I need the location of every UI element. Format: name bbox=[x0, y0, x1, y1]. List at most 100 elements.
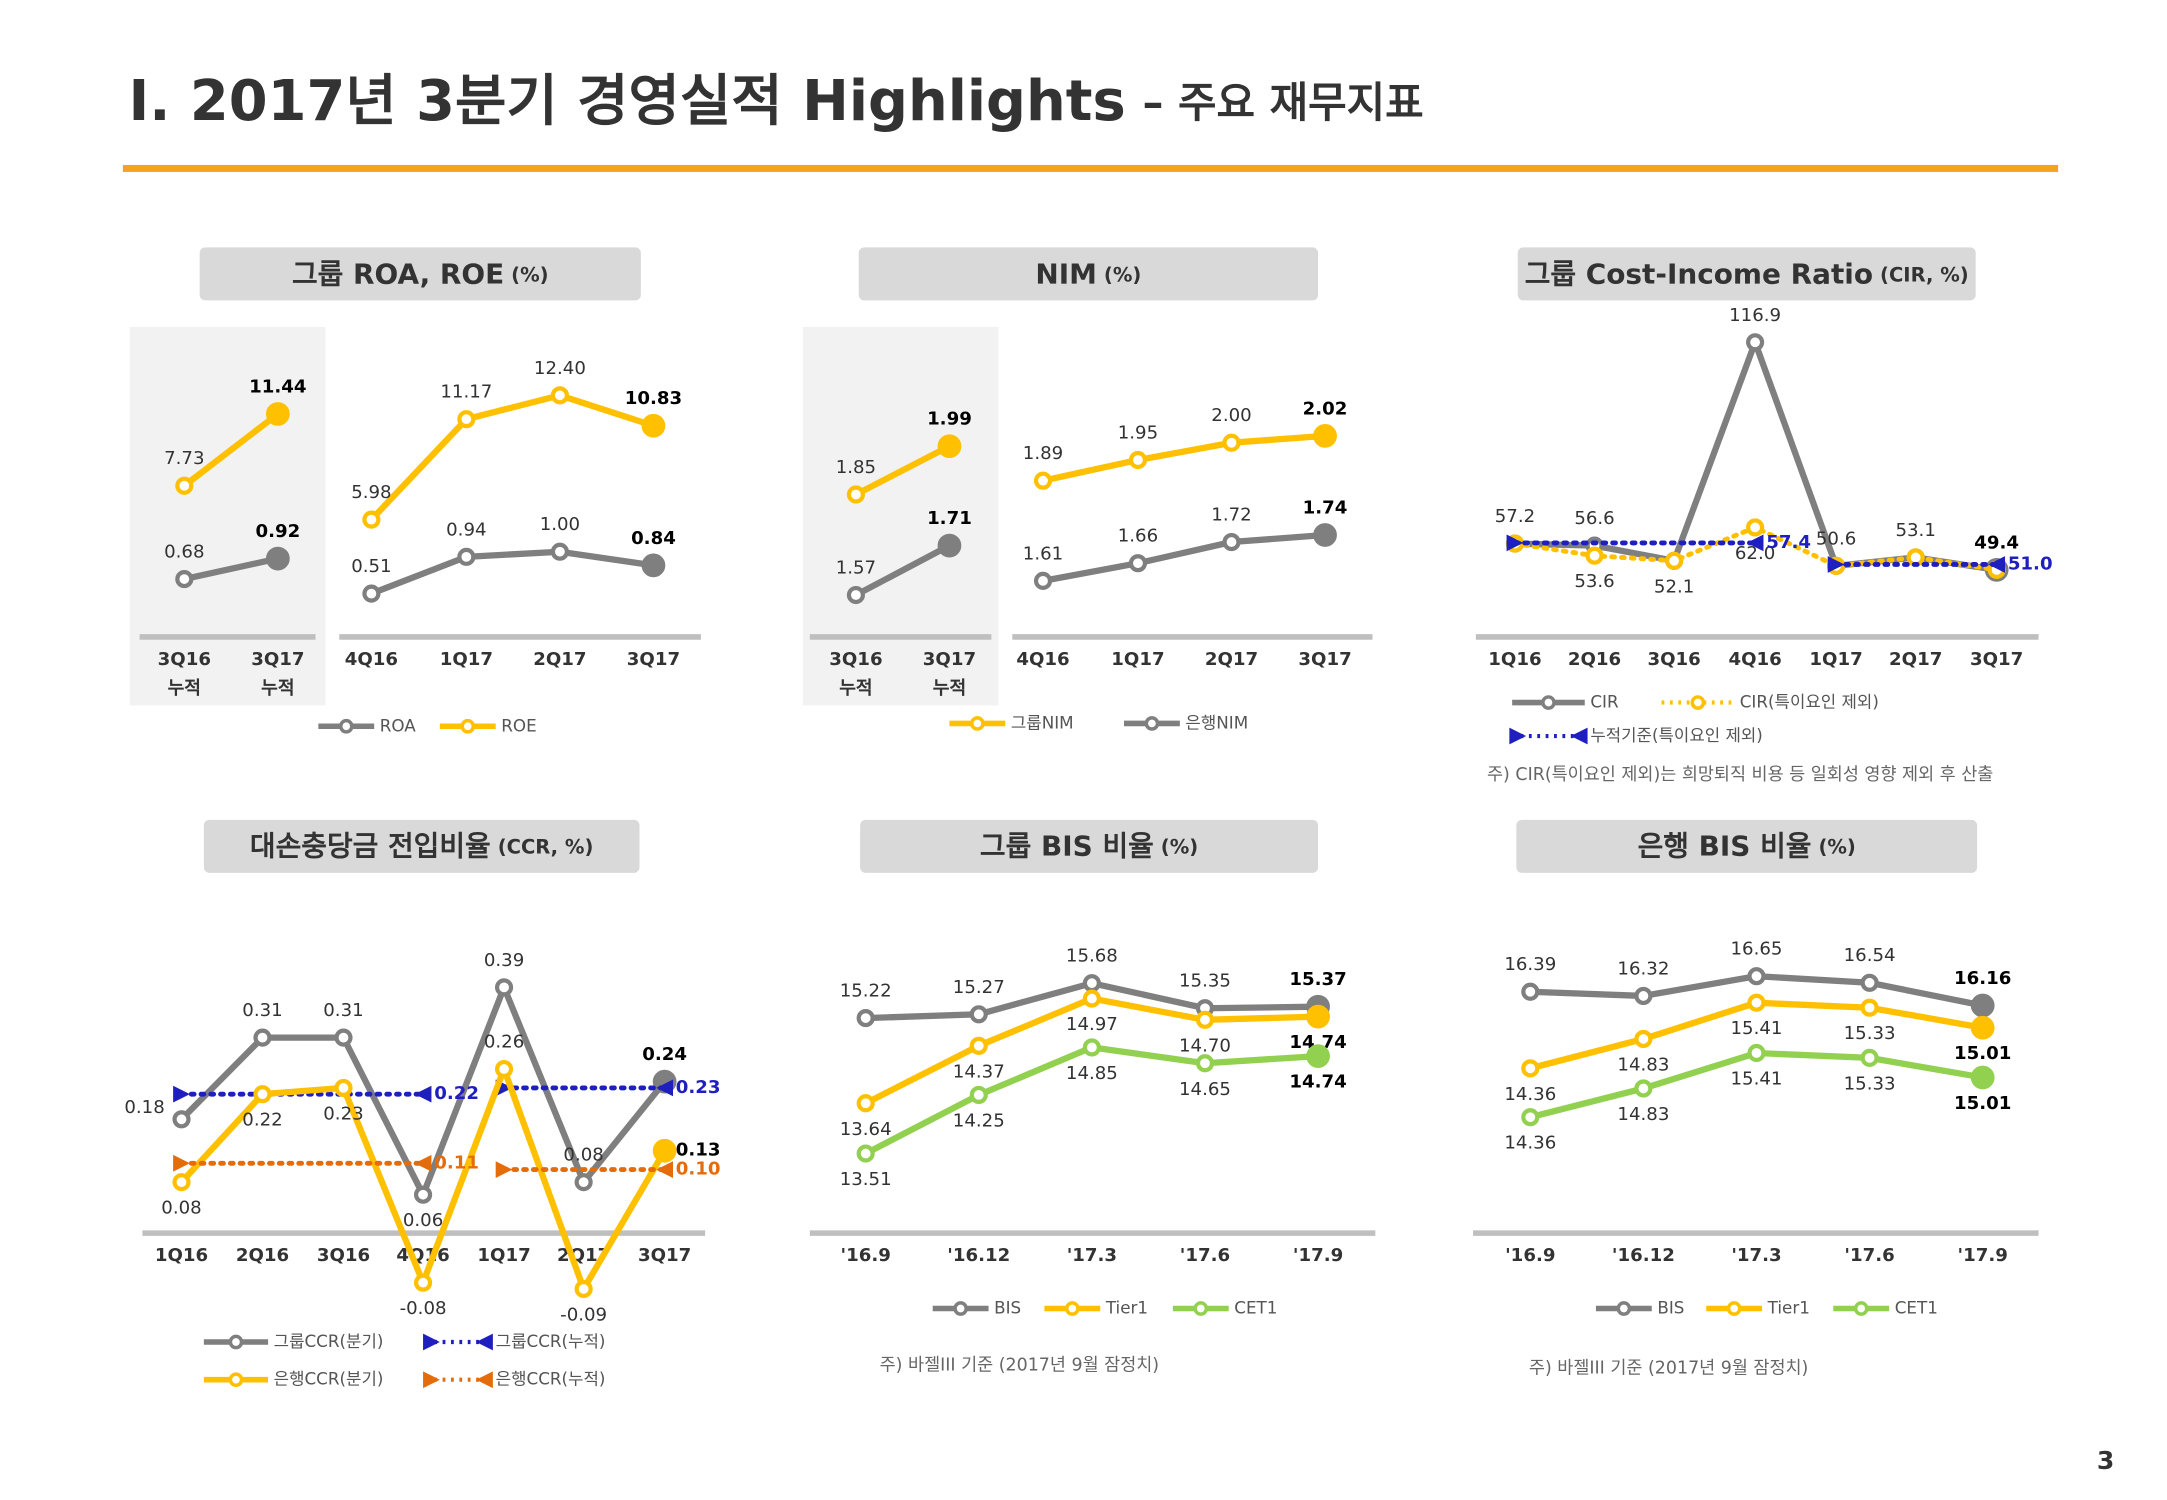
legend-label: Tier1 bbox=[1767, 1298, 1810, 1318]
data-point bbox=[1665, 551, 1684, 570]
series-line bbox=[181, 555, 281, 583]
data-label: 14.97 bbox=[1066, 1014, 1118, 1035]
x-tick-label-box: '16.12 bbox=[1611, 1245, 1675, 1267]
x-tick-label: '16.9 bbox=[1505, 1245, 1556, 1267]
data-point bbox=[1860, 1048, 1879, 1067]
data-label: 14.74 bbox=[1289, 1072, 1346, 1093]
data-point bbox=[856, 1144, 875, 1163]
x-tick-label-box: '17.3 bbox=[1067, 1246, 1117, 1267]
x-tick-label-box: 3Q17 누적 bbox=[251, 649, 305, 700]
x-tick-label-box: '17.6 bbox=[1180, 1246, 1230, 1267]
data-point bbox=[253, 1085, 272, 1104]
chart-title-box bbox=[199, 247, 641, 301]
data-label: 14.70 bbox=[1179, 1035, 1231, 1056]
data-label: 15.41 bbox=[1731, 1069, 1783, 1090]
data-label: 49.4 bbox=[1974, 532, 2019, 553]
data-label: 0.94 bbox=[446, 519, 486, 540]
x-tick-label-box: 2Q17 bbox=[533, 649, 586, 670]
x-tick-label: 4Q16 bbox=[344, 649, 399, 671]
data-point bbox=[574, 1173, 593, 1192]
data-label: 1.74 bbox=[1303, 497, 1348, 518]
data-point bbox=[1306, 1044, 1330, 1068]
data-label: 15.22 bbox=[840, 981, 892, 1002]
legend-label: 은행CCR(분기) bbox=[274, 1369, 384, 1389]
legend-label: CET1 bbox=[1895, 1298, 1938, 1318]
data-point bbox=[1128, 554, 1148, 573]
chart-title-box bbox=[203, 819, 640, 873]
data-label: 15.01 bbox=[1954, 1093, 2011, 1114]
data-point bbox=[1970, 993, 1995, 1018]
data-point bbox=[969, 1005, 988, 1024]
x-tick-label-box: '16.12 bbox=[947, 1246, 1010, 1267]
legend-label: CIR bbox=[1590, 692, 1619, 712]
data-point bbox=[413, 1185, 433, 1204]
x-tick-label-box: '17.9 bbox=[1293, 1246, 1343, 1267]
data-point bbox=[334, 1028, 353, 1047]
data-point bbox=[641, 413, 666, 438]
legend-marker bbox=[228, 1372, 244, 1388]
cumulative-panel bbox=[129, 326, 326, 706]
data-point bbox=[1860, 973, 1879, 992]
footnote: 주) CIR(특이요인 제외)는 희망퇴직 비용 등 일회성 영향 제외 후 산… bbox=[1487, 765, 1993, 785]
data-label: 14.74 bbox=[1289, 1032, 1346, 1053]
data-label: 116.9 bbox=[1729, 305, 1781, 326]
data-point bbox=[1082, 974, 1101, 993]
data-point bbox=[362, 584, 381, 603]
x-tick-label: 3Q17 bbox=[626, 649, 681, 671]
chart-title: NIM (%) bbox=[1035, 257, 1141, 290]
x-tick-label: '16.12 bbox=[1611, 1245, 1675, 1267]
data-point bbox=[1746, 518, 1765, 537]
data-point bbox=[1521, 982, 1540, 1001]
x-tick-label: 4Q16 bbox=[1016, 649, 1070, 671]
x-tick-label: 3Q17 누적 bbox=[251, 649, 305, 700]
data-label: 0.08 bbox=[161, 1198, 201, 1219]
x-tick-label: 2Q17 bbox=[1889, 649, 1943, 671]
x-tick-label-box: 1Q16 bbox=[1488, 649, 1541, 670]
legend-label: ROE bbox=[501, 715, 536, 735]
data-label: 13.64 bbox=[840, 1119, 892, 1140]
data-label: 0.13 bbox=[676, 1140, 721, 1161]
data-label: 57.4 bbox=[1766, 532, 1811, 553]
legend-label: 그룹NIM bbox=[1011, 712, 1074, 732]
data-label: 14.83 bbox=[1617, 1104, 1669, 1125]
x-tick-label-box: 1Q17 bbox=[1111, 649, 1164, 670]
page-number: 3 bbox=[2097, 1446, 2114, 1475]
data-point bbox=[1747, 1043, 1766, 1063]
data-label: 0.24 bbox=[642, 1044, 687, 1065]
data-point bbox=[1521, 1059, 1540, 1078]
x-tick-label: 3Q16 bbox=[1647, 649, 1701, 671]
data-label: 53.1 bbox=[1895, 520, 1935, 541]
data-label: 11.44 bbox=[249, 376, 306, 397]
chart-title-unit: (%) bbox=[1818, 835, 1855, 858]
x-tick-label-box: 4Q16 bbox=[344, 649, 399, 671]
legend-label: Tier1 bbox=[1105, 1298, 1148, 1318]
title-main: Ⅰ. 2017년 3분기 경영실적 Highlights bbox=[128, 69, 1125, 134]
data-label: 1.95 bbox=[1118, 422, 1158, 443]
x-tick-label: '17.6 bbox=[1844, 1245, 1895, 1267]
data-label: 57.2 bbox=[1495, 506, 1535, 527]
data-point bbox=[1033, 571, 1053, 590]
legend-marker bbox=[953, 1301, 968, 1316]
data-point bbox=[1313, 523, 1337, 547]
data-label: 16.65 bbox=[1731, 939, 1783, 960]
x-tick-label-box: 4Q16 bbox=[1016, 649, 1070, 671]
x-tick-label: 3Q16 누적 bbox=[829, 649, 883, 700]
data-label: 16.32 bbox=[1617, 958, 1669, 979]
series-line bbox=[368, 548, 657, 597]
data-point bbox=[937, 533, 962, 558]
data-point bbox=[550, 542, 569, 561]
data-label: 0.22 bbox=[242, 1110, 282, 1131]
data-label: 2.02 bbox=[1303, 398, 1348, 419]
segment-end bbox=[1746, 534, 1764, 552]
data-label: 56.6 bbox=[1574, 508, 1614, 529]
legend-label: ROA bbox=[380, 715, 417, 735]
data-label: 0.31 bbox=[323, 1000, 363, 1021]
data-label: 14.83 bbox=[1617, 1055, 1669, 1076]
series-line bbox=[1039, 531, 1329, 585]
data-label: 16.39 bbox=[1504, 954, 1556, 975]
data-point bbox=[175, 476, 194, 495]
slide-title: Ⅰ. 2017년 3분기 경영실적 Highlights – 주요 재무지표 bbox=[128, 69, 1423, 134]
data-label: 13.51 bbox=[840, 1169, 892, 1190]
data-point bbox=[457, 410, 476, 429]
